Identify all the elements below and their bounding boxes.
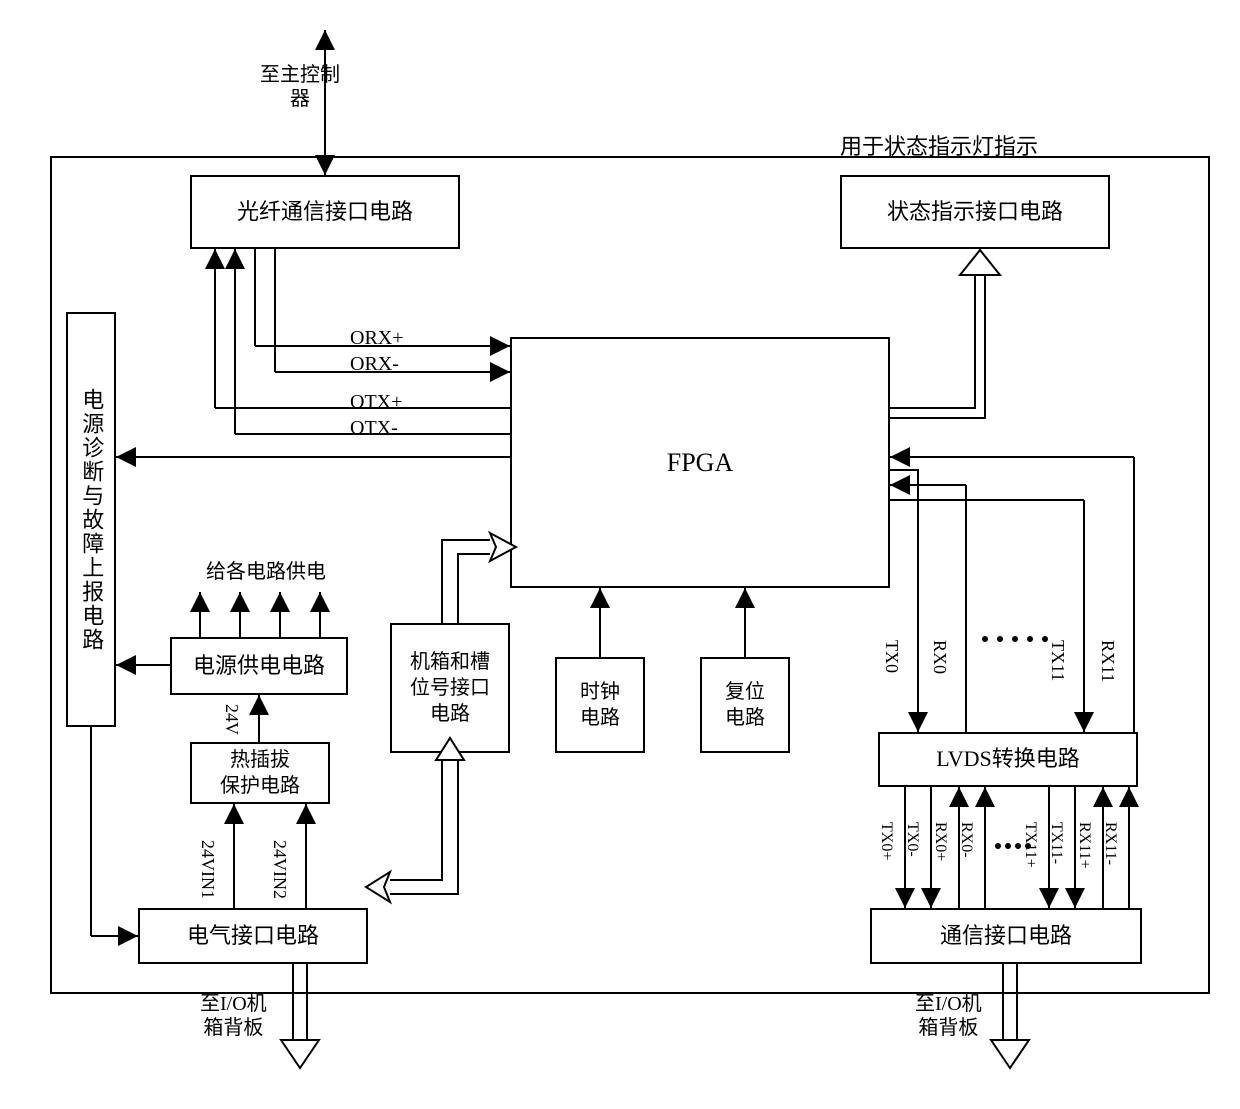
status-led-label: 用于状态指示灯指示	[840, 134, 1038, 160]
power-to-all-label: 给各电路供电	[206, 560, 326, 584]
power-diag-box: 电源诊断与故障上报电路	[66, 312, 116, 727]
fiber-interface-box: 光纤通信接口电路	[190, 175, 460, 249]
vin1-label: 24VIN1	[196, 840, 218, 899]
rx0-label: RX0	[928, 640, 950, 674]
electrical-interface-box: 电气接口电路	[138, 908, 368, 964]
tx0-label: TX0	[880, 640, 902, 673]
diagram-canvas: 光纤通信接口电路 状态指示接口电路 电源诊断与故障上报电路 FPGA 电源供电电…	[0, 0, 1240, 1109]
comm-interface-box: 通信接口电路	[870, 908, 1142, 964]
tx11-minus-label: TX11-	[1047, 822, 1066, 864]
to-main-controller-label: 至主控制 器	[260, 63, 340, 111]
tx11-label: TX11	[1046, 640, 1068, 681]
fpga-box: FPGA	[510, 337, 890, 588]
otx-plus-label: OTX+	[350, 390, 402, 414]
tx0-plus-label: TX0+	[877, 822, 896, 860]
hotplug-box: 热插拔 保护电路	[190, 742, 330, 804]
rx0-plus-label: RX0+	[931, 822, 950, 861]
rx0-minus-label: RX0-	[957, 822, 976, 858]
reset-box: 复位 电路	[700, 657, 790, 753]
rx11-plus-label: RX11+	[1075, 822, 1094, 869]
lvds-box: LVDS转换电路	[878, 732, 1138, 787]
chassis-slot-box: 机箱和槽 位号接口 电路	[390, 623, 510, 753]
power-diag-label: 电源诊断与故障上报电路	[77, 388, 106, 652]
tx0-minus-label: TX0-	[903, 822, 922, 857]
clock-box: 时钟 电路	[555, 657, 645, 753]
status-interface-box: 状态指示接口电路	[840, 175, 1110, 249]
tx11-plus-label: TX11+	[1021, 822, 1040, 868]
to-io-backplane-2-label: 至I/O机 箱背板	[915, 992, 982, 1040]
to-io-backplane-1-label: 至I/O机 箱背板	[200, 992, 267, 1040]
otx-minus-label: OTX-	[350, 416, 398, 440]
power-supply-box: 电源供电电路	[170, 637, 348, 695]
rx11-label: RX11	[1096, 640, 1118, 682]
v24-label: 24V	[220, 704, 242, 735]
orx-minus-label: ORX-	[350, 352, 399, 376]
rx11-minus-label: RX11-	[1101, 822, 1120, 865]
orx-plus-label: ORX+	[350, 326, 404, 350]
vin2-label: 24VIN2	[268, 840, 290, 899]
